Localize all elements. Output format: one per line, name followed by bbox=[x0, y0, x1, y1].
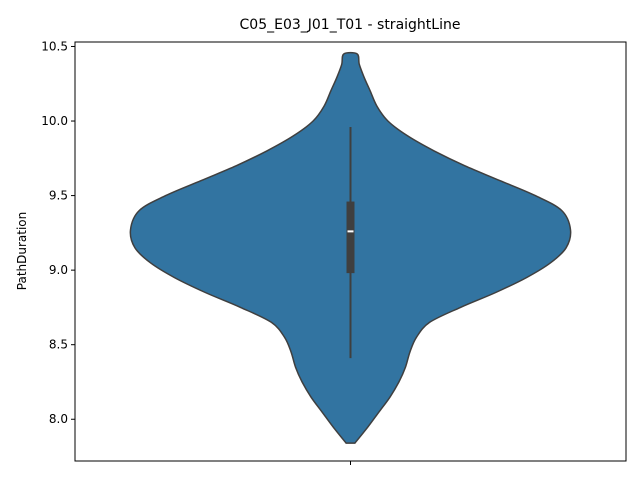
y-tick-label: 9.5 bbox=[49, 189, 68, 203]
plot-area bbox=[129, 51, 572, 444]
y-axis: 8.0 8.5 9.0 9.5 10.0 10.5 bbox=[41, 39, 75, 426]
interquartile-box bbox=[346, 201, 355, 274]
y-tick-label: 10.0 bbox=[41, 114, 68, 128]
y-tick-label: 10.5 bbox=[41, 39, 68, 53]
y-axis-label: PathDuration bbox=[15, 212, 29, 290]
y-tick-label: 8.5 bbox=[49, 338, 68, 352]
chart-title: C05_E03_J01_T01 - straightLine bbox=[240, 17, 461, 33]
y-tick-label: 8.0 bbox=[49, 412, 68, 426]
y-tick-label: 9.0 bbox=[49, 263, 68, 277]
